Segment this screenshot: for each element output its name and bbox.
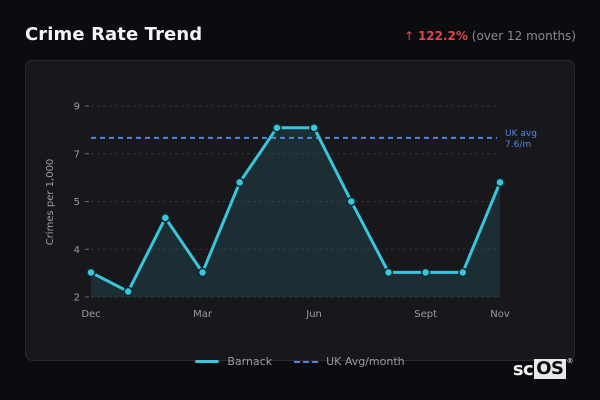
y-tick-label: 4	[74, 245, 80, 256]
legend-item-uk-avg[interactable]: UK Avg/month	[294, 355, 405, 368]
series-area	[91, 127, 500, 297]
data-point[interactable]	[123, 286, 133, 297]
x-tick-label: Sept	[414, 309, 437, 320]
change-indicator: ↑ 122.2% (over 12 months)	[404, 29, 576, 43]
uk-average-label: UK avg	[505, 129, 537, 139]
legend-label-barnack: Barnack	[227, 355, 273, 368]
data-point[interactable]	[86, 267, 96, 278]
chart-legend: Barnack UK Avg/month	[0, 355, 600, 368]
data-point[interactable]	[234, 177, 245, 188]
x-tick-label: Mar	[193, 309, 213, 320]
data-point[interactable]	[309, 123, 319, 133]
registered-icon: ®	[566, 357, 574, 365]
gridlines	[91, 105, 500, 298]
logo-sc: sc	[512, 359, 534, 380]
change-percent: 122.2%	[417, 29, 468, 43]
up-arrow-icon: ↑	[404, 29, 415, 43]
x-tick-label: Nov	[490, 309, 510, 320]
data-point[interactable]	[495, 177, 505, 188]
logo-os: OS	[534, 358, 566, 379]
data-point[interactable]	[160, 213, 171, 223]
y-tick-label: 5	[74, 197, 80, 208]
series-line-barnack	[90, 126, 502, 293]
y-axis-title: Crimes per 1,000	[45, 159, 56, 246]
data-point[interactable]	[458, 267, 468, 278]
x-axis: Dec Mar Jun Sept Nov	[81, 309, 510, 320]
y-tick-label: 2	[74, 293, 80, 304]
data-points	[86, 123, 505, 297]
legend-item-barnack[interactable]: Barnack	[195, 355, 272, 368]
dashed-line-swatch-icon	[294, 360, 319, 363]
uk-average-value: 7.6/m	[505, 140, 531, 150]
chart-card	[25, 60, 575, 361]
data-point[interactable]	[272, 123, 282, 133]
data-point[interactable]	[383, 267, 394, 278]
solid-line-swatch-icon	[195, 360, 220, 363]
data-point[interactable]	[420, 267, 431, 278]
chart-title: Crime Rate Trend	[25, 24, 203, 45]
y-axis: 2 4 5 7 9	[74, 102, 89, 304]
legend-label-uk-avg: UK Avg/month	[326, 355, 405, 368]
x-tick-label: Jun	[305, 309, 322, 320]
scos-logo: sc OS ®	[512, 357, 574, 380]
data-point[interactable]	[197, 267, 208, 278]
y-tick-label: 7	[74, 149, 80, 160]
x-tick-label: Dec	[81, 309, 100, 320]
data-point[interactable]	[346, 196, 357, 207]
change-period: (over 12 months)	[471, 29, 576, 43]
y-tick-label: 9	[74, 102, 80, 113]
